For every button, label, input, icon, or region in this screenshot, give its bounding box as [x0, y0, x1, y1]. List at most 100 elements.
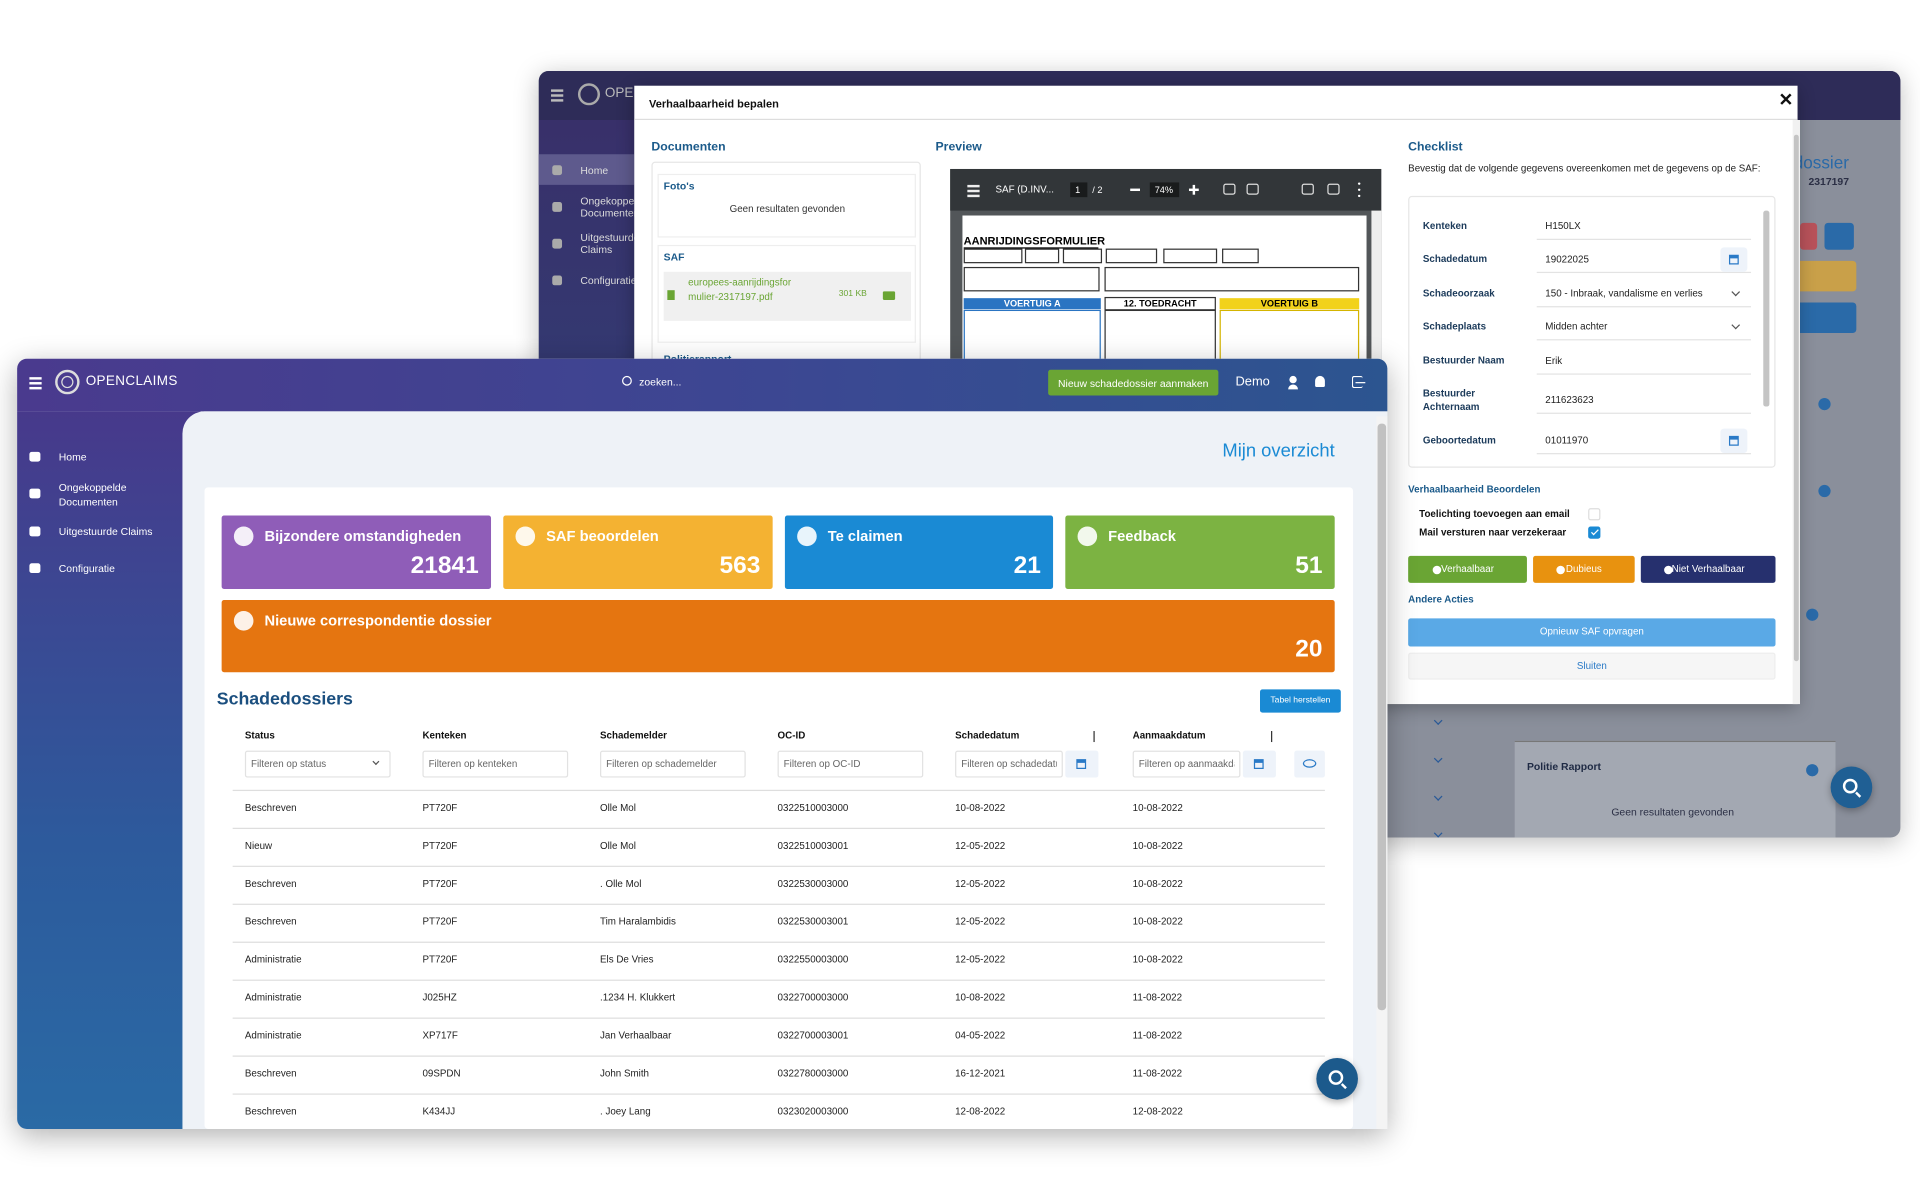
- checklist-input[interactable]: [1536, 280, 1752, 308]
- table-cell: 12-08-2022: [1132, 1105, 1183, 1117]
- sort-icon[interactable]: [1271, 731, 1273, 743]
- table-cell: Administratie: [244, 1030, 302, 1042]
- logout-icon[interactable]: [1351, 375, 1363, 389]
- checklist-input[interactable]: [1536, 213, 1752, 240]
- date-button[interactable]: [1720, 247, 1748, 272]
- checklist-input[interactable]: [1536, 427, 1752, 455]
- nav-icon: [29, 526, 41, 537]
- reset-table-button[interactable]: [1260, 689, 1341, 713]
- nav-item[interactable]: Home: [58, 450, 87, 463]
- column-header: Schadedatum: [955, 730, 1020, 742]
- preview-title: Preview: [935, 140, 982, 155]
- checklist-label: Schadeoorzaak: [1422, 287, 1495, 299]
- date-button[interactable]: [1720, 428, 1748, 454]
- stat-card-icon: [233, 526, 254, 547]
- stat-card-count: 20: [1295, 635, 1323, 663]
- pdf-vehicle-b: VOERTUIG B: [1219, 298, 1360, 310]
- bell-icon[interactable]: [1315, 375, 1325, 387]
- back-nav-item[interactable]: Ongekoppelde Documenten: [580, 194, 649, 220]
- back-nav-item[interactable]: Configuratie: [580, 274, 637, 287]
- column-filter[interactable]: [600, 750, 746, 778]
- column-filter[interactable]: [1132, 750, 1241, 778]
- checklist-input[interactable]: [1536, 313, 1752, 341]
- checklist-input[interactable]: [1536, 387, 1752, 414]
- assessment-button[interactable]: [1533, 555, 1635, 583]
- pdf-more-dot: [1357, 194, 1361, 198]
- table-cell: 10-08-2022: [1132, 878, 1183, 890]
- row-divider: [232, 789, 1325, 792]
- nav-item[interactable]: Configuratie: [58, 562, 115, 575]
- table-cell: PT720F: [422, 916, 458, 928]
- column-header: OC-ID: [777, 730, 806, 742]
- nav-item[interactable]: Uitgestuurde Claims: [58, 525, 153, 538]
- checklist-input[interactable]: [1536, 348, 1752, 375]
- pdf-form-field: [1104, 266, 1360, 292]
- menu-icon-bar: [967, 184, 980, 188]
- back-add-icon: [1806, 608, 1819, 621]
- filter-date-button[interactable]: [1065, 750, 1099, 778]
- column-filter[interactable]: [777, 750, 924, 778]
- menu-icon-bar: [551, 99, 564, 102]
- column-header: Status: [244, 730, 275, 742]
- table-cell: 10-08-2022: [1132, 954, 1183, 966]
- stat-card[interactable]: [221, 600, 1335, 673]
- assessment-button-label: Niet Verhaalbaar: [1671, 563, 1745, 575]
- checklist-input[interactable]: [1536, 246, 1752, 274]
- table-cell: 10-08-2022: [955, 802, 1006, 814]
- stat-card[interactable]: [784, 515, 1054, 589]
- checkbox[interactable]: [1588, 508, 1601, 521]
- stat-card-icon: [515, 526, 536, 547]
- table-cell: 0322510003001: [777, 840, 849, 852]
- photos-empty: Geen resultaten gevonden: [729, 203, 846, 215]
- pdf-form-field: [1163, 248, 1218, 264]
- checklist-label: Kenteken: [1422, 220, 1467, 232]
- stat-card[interactable]: [221, 515, 492, 589]
- stat-card[interactable]: [1065, 515, 1335, 589]
- user-icon: [1289, 375, 1297, 384]
- other-actions-title: Andere Acties: [1408, 594, 1474, 606]
- menu-icon-bar: [29, 386, 42, 390]
- new-dossier-button[interactable]: [1048, 369, 1219, 396]
- pdf-tool-icon: [1246, 183, 1259, 195]
- table-cell: Beschreven: [244, 802, 297, 814]
- filter-date-button[interactable]: [1242, 750, 1276, 778]
- column-filter[interactable]: [244, 750, 391, 778]
- column-header: Kenteken: [422, 730, 467, 742]
- table-cell: . Joey Lang: [600, 1105, 651, 1117]
- download-icon: [882, 291, 896, 300]
- close-button[interactable]: [1408, 652, 1776, 680]
- table-cell: 12-05-2022: [955, 954, 1006, 966]
- column-filter[interactable]: [955, 750, 1063, 778]
- menu-icon-bar: [967, 194, 980, 198]
- sort-icon[interactable]: [1093, 731, 1095, 743]
- checklist-value: Midden achter: [1545, 321, 1608, 333]
- back-section-title: Politie Rapport: [1526, 760, 1601, 773]
- assessment-button[interactable]: [1640, 555, 1776, 583]
- front-brand: OPENCLAIMS: [85, 373, 178, 389]
- table-cell: 12-05-2022: [955, 916, 1006, 928]
- table-cell: 0322510003000: [777, 802, 849, 814]
- column-filter[interactable]: [422, 750, 569, 778]
- stat-card[interactable]: [503, 515, 773, 589]
- stat-card-count: 21: [1013, 552, 1041, 580]
- request-again-button[interactable]: [1408, 618, 1776, 647]
- calendar-icon: [1728, 435, 1739, 446]
- pdf-form-field: [963, 266, 1100, 292]
- back-nav-item[interactable]: Uitgestuurde Claims: [580, 231, 640, 256]
- table-cell: PT720F: [422, 802, 458, 814]
- saf-file-row[interactable]: [663, 271, 912, 321]
- back-add-icon: [1818, 397, 1831, 411]
- table-cell: XP717F: [422, 1030, 458, 1042]
- search-input[interactable]: zoeken...: [639, 375, 682, 389]
- table-cell: 0322700003000: [777, 992, 849, 1004]
- pdf-page-total: / 2: [1092, 184, 1103, 196]
- assessment-button[interactable]: [1408, 555, 1527, 583]
- back-nav-item[interactable]: Home: [580, 163, 609, 177]
- back-logo: [577, 83, 600, 106]
- nav-item[interactable]: Ongekoppelde Documenten: [58, 481, 127, 508]
- saf-file-size: 301 KB: [838, 289, 867, 299]
- eye-icon: [1302, 759, 1317, 768]
- table-cell: 0322530003001: [777, 916, 849, 928]
- checkbox[interactable]: [1588, 526, 1601, 539]
